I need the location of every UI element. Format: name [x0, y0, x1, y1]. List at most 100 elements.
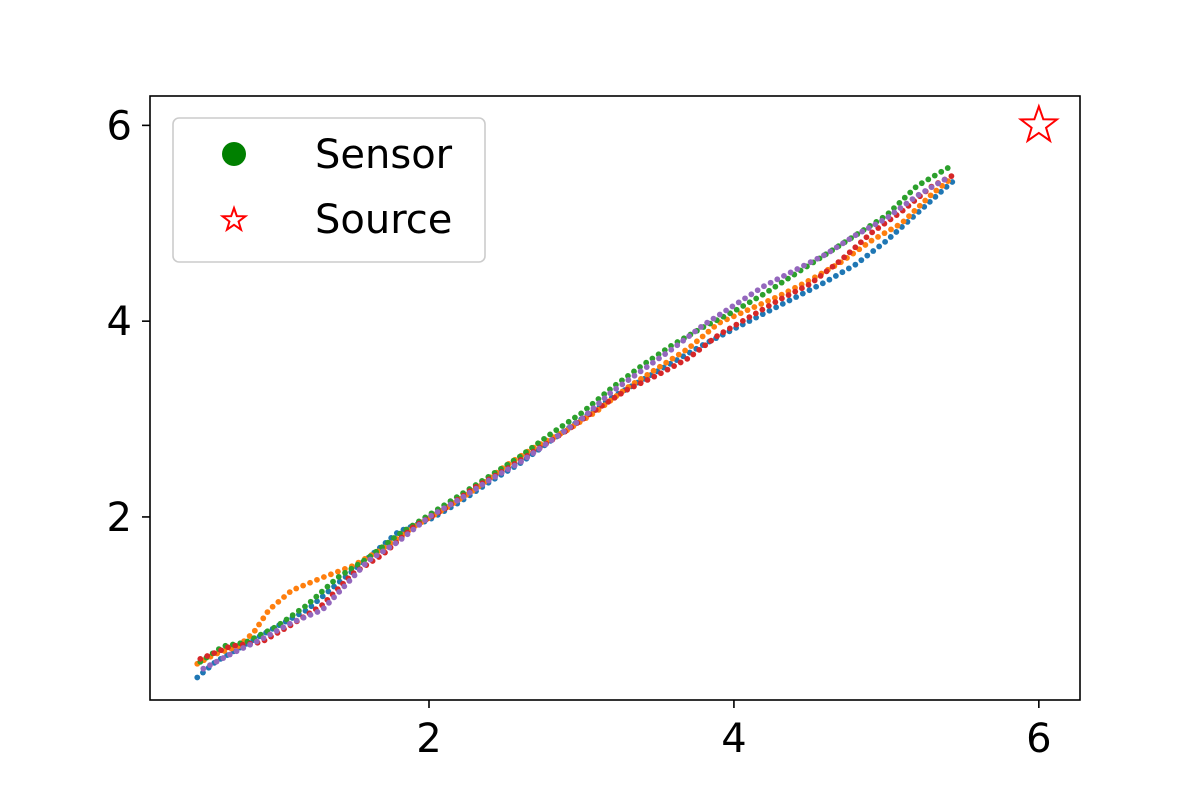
sensor-point — [441, 505, 447, 512]
sensor-point — [759, 311, 766, 318]
sensor-point — [226, 651, 233, 658]
sensor-point — [391, 535, 397, 541]
sensor-point — [314, 609, 321, 615]
sensor-point — [735, 299, 742, 306]
sensor-point — [536, 445, 543, 452]
sensor-point — [835, 259, 842, 266]
y-tick-label: 6 — [107, 103, 132, 149]
sensor-point — [650, 367, 657, 374]
sensor-point — [852, 261, 859, 268]
sensor-point — [922, 188, 928, 194]
sensor-point — [899, 224, 905, 230]
sensor-point — [589, 400, 596, 407]
sensor-point — [876, 243, 883, 250]
sensor-point — [894, 222, 901, 229]
sensor-point — [752, 310, 759, 317]
sensor-point — [870, 248, 877, 254]
sensor-point — [674, 342, 681, 349]
sensor-point — [708, 337, 714, 344]
sensor-point — [925, 176, 932, 183]
sensor-point — [220, 655, 227, 661]
sensor-point — [410, 526, 417, 533]
sensor-point — [479, 481, 486, 488]
sensor-point — [682, 347, 689, 354]
sensor-point — [656, 363, 663, 370]
sensor-point — [295, 607, 302, 614]
sensor-point — [669, 355, 676, 362]
sensor-point — [909, 196, 916, 203]
sensor-point — [341, 583, 348, 590]
sensor-point — [578, 410, 585, 417]
sensor-point — [845, 265, 852, 272]
sensor-point — [232, 642, 239, 649]
sensor-point — [348, 565, 355, 572]
sensor-point — [726, 325, 733, 332]
sensor-point — [573, 419, 580, 426]
sensor-point — [733, 321, 740, 328]
sensor-point — [948, 173, 955, 180]
sensor-point — [447, 501, 454, 508]
sensor-point — [617, 390, 624, 397]
sensor-point — [906, 213, 912, 220]
sensor-point — [398, 535, 405, 542]
sensor-point — [710, 315, 717, 322]
sensor-point — [680, 337, 687, 344]
sensor-point — [922, 197, 929, 204]
sensor-point — [428, 512, 434, 519]
sensor-point — [590, 405, 597, 412]
sensor-point — [601, 395, 608, 402]
sensor-point — [740, 303, 747, 309]
sensor-point — [933, 187, 940, 194]
sensor-point — [901, 194, 908, 201]
sensor-point — [307, 579, 313, 586]
sensor-point — [565, 418, 572, 425]
sensor-point — [941, 176, 948, 183]
sensor-point — [852, 244, 859, 251]
sensor-point — [932, 193, 939, 200]
sensor-point — [773, 304, 780, 311]
sensor-point — [887, 234, 894, 240]
sensor-point — [553, 427, 560, 434]
sensor-point — [926, 198, 933, 205]
sensor-series-5 — [200, 176, 948, 672]
sensor-point — [511, 462, 518, 469]
sensor-point — [264, 609, 271, 615]
sensor-point — [766, 307, 773, 314]
sensor-point — [354, 561, 361, 568]
sensor-point — [857, 239, 864, 246]
sensor-point — [246, 633, 253, 639]
sensor-point — [711, 323, 718, 330]
y-tick-label: 2 — [107, 495, 132, 541]
sensor-point — [579, 415, 586, 422]
sensor-point — [663, 359, 670, 366]
sensor-point — [380, 548, 386, 555]
sensor-point — [213, 658, 220, 665]
sensor-point — [260, 615, 267, 622]
sensor-point — [813, 283, 820, 290]
sensor-point — [386, 544, 393, 551]
sensor-point — [283, 616, 290, 623]
sensor-point — [454, 497, 460, 504]
sensor-point — [787, 269, 794, 276]
sensor-point — [613, 385, 620, 392]
sensor-point — [823, 268, 830, 275]
sensor-point — [785, 292, 792, 298]
sensor-point — [742, 295, 748, 302]
sensor-point — [318, 588, 325, 595]
sensor-point — [882, 238, 888, 245]
sensor-point — [530, 450, 537, 456]
sensor-point — [765, 302, 772, 309]
sensor-point — [256, 621, 262, 628]
legend-source-marker — [219, 204, 249, 233]
sensor-point — [269, 603, 276, 610]
sensor-point — [911, 208, 918, 214]
sensor-point — [801, 262, 807, 269]
sensor-point — [320, 605, 327, 612]
sensor-point — [233, 648, 240, 655]
legend-sensor-label: Sensor — [315, 132, 453, 178]
sensor-point — [373, 552, 380, 559]
sensor-point — [321, 574, 327, 580]
sensor-point — [624, 386, 631, 393]
sensor-point — [693, 338, 700, 345]
sensor-point — [356, 567, 363, 573]
